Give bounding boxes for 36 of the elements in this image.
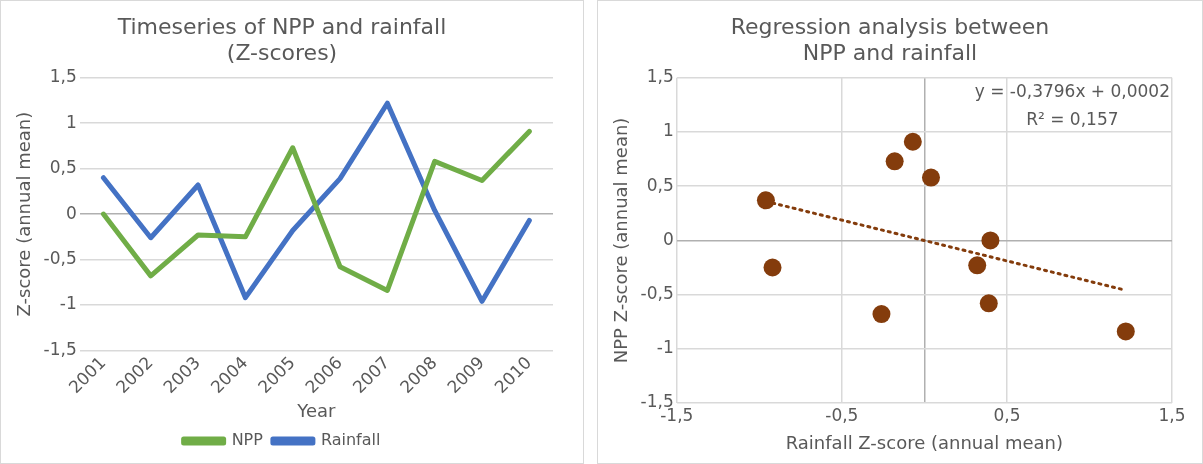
x-tick-label: -0,5: [825, 404, 859, 425]
point: [968, 256, 987, 275]
point: [1116, 322, 1135, 341]
x-tick-label: 1,5: [1158, 404, 1186, 425]
legend-label: NPP: [231, 430, 264, 450]
y-tick-label: 0,5: [49, 157, 77, 178]
y-tick-label: -0,5: [640, 283, 674, 304]
point: [979, 294, 998, 313]
y-tick-label: -1,5: [43, 338, 77, 359]
y-tick-label: 1,5: [49, 66, 77, 87]
point: [872, 305, 891, 324]
annotation: y = -0,3796x + 0,0002: [974, 80, 1170, 101]
y-tick-label: 0,5: [646, 174, 674, 195]
y-tick-label: 0: [662, 228, 674, 249]
y-tick-label: -1: [59, 293, 77, 314]
y-tick-label: 1,5: [646, 66, 674, 87]
point: [763, 258, 782, 277]
point: [756, 191, 775, 210]
y-axis-title: Z-score (annual mean): [13, 111, 35, 317]
y-tick-label: -1: [656, 337, 674, 358]
y-tick-label: 1: [65, 111, 77, 132]
y-tick-label: 1: [662, 120, 674, 141]
chart-title: Timeseries of NPP and rainfall (Z-scores): [116, 13, 447, 66]
point: [981, 231, 1000, 250]
annotation: R² = 0,157: [1026, 108, 1119, 129]
x-axis-title: Year: [296, 399, 337, 421]
x-axis-title: Rainfall Z-score (annual mean): [785, 431, 1064, 453]
point: [921, 168, 940, 187]
point: [885, 152, 904, 171]
chart-title: Regression analysis between NPP and rainfall: [730, 13, 1050, 66]
y-axis-title: NPP Z-score (annual mean): [610, 117, 632, 364]
point: [903, 132, 922, 151]
x-tick-label: 0,5: [993, 404, 1021, 425]
y-tick-label: 0: [65, 202, 77, 223]
legend-label: Rainfall: [320, 430, 381, 450]
y-tick-label: -0,5: [43, 247, 77, 268]
